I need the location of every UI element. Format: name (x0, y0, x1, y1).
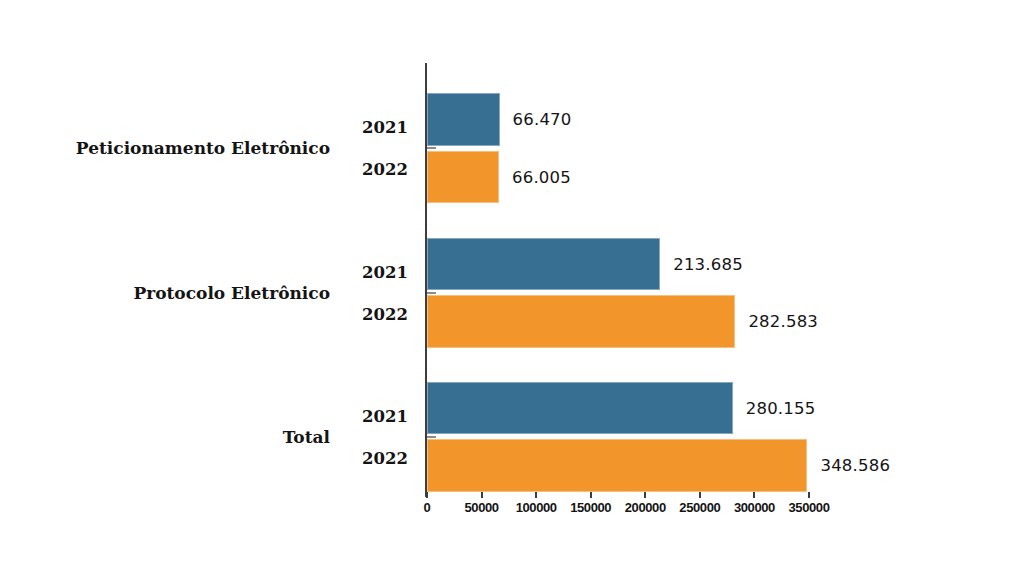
value-label: 213.685 (673, 254, 743, 273)
bar-2022-1 (427, 151, 499, 204)
x-axis-tick (426, 492, 428, 498)
year-label: 2022 (362, 304, 408, 323)
x-axis-tick (535, 492, 537, 498)
category-label: Total (283, 427, 330, 447)
category-tick (427, 292, 436, 294)
bar-2021-1 (427, 93, 500, 146)
year-label: 2022 (362, 448, 408, 467)
plot-area: 0 50000 100000 150000 200000 250000 300000 3500… (0, 0, 1020, 584)
year-label: 2021 (362, 406, 408, 425)
value-label: 66.470 (513, 110, 572, 129)
value-label: 66.005 (512, 167, 571, 186)
year-label: 2021 (362, 262, 408, 281)
bar-2022-2 (427, 295, 735, 348)
horizontal-bar-chart: 0 50000 100000 150000 200000 250000 300000 3500… (0, 0, 1020, 584)
x-axis-tick-label: 50000 (464, 500, 498, 515)
x-axis-tick-label: 0 (424, 500, 431, 515)
x-axis-tick-label: 200000 (625, 500, 666, 515)
x-axis-tick (481, 492, 483, 498)
bar-2021-2 (427, 238, 660, 291)
year-label: 2022 (362, 160, 408, 179)
category-label: Peticionamento Eletrônico (76, 138, 330, 158)
category-tick (427, 436, 436, 438)
x-axis-tick-label: 350000 (789, 500, 830, 515)
x-axis-tick-label: 100000 (516, 500, 557, 515)
x-axis-tick-label: 250000 (679, 500, 720, 515)
x-axis-tick (590, 492, 592, 498)
value-label: 280.155 (746, 398, 816, 417)
x-axis-tick (699, 492, 701, 498)
bar-2022-3 (427, 439, 807, 492)
category-tick (427, 147, 436, 149)
value-label: 348.586 (820, 456, 890, 475)
year-label: 2021 (362, 118, 408, 137)
category-label: Protocolo Eletrônico (133, 283, 330, 303)
x-axis-tick (753, 492, 755, 498)
value-label: 282.583 (748, 312, 818, 331)
x-axis-tick-label: 150000 (570, 500, 611, 515)
bar-2021-3 (427, 382, 733, 435)
x-axis-tick (644, 492, 646, 498)
x-axis-tick (808, 492, 810, 498)
x-axis-tick-label: 300000 (734, 500, 775, 515)
